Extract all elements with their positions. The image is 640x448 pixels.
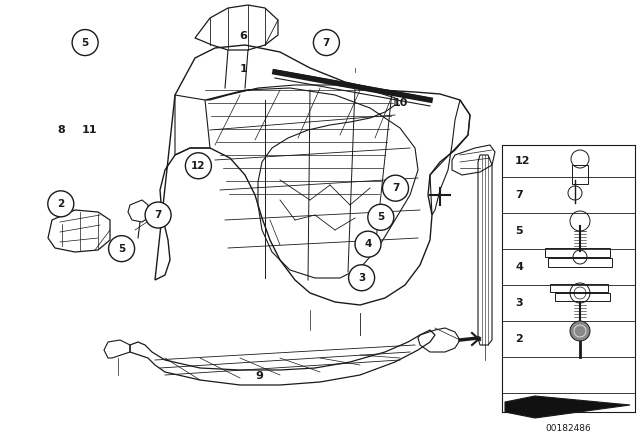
Text: 5: 5	[81, 38, 89, 47]
Circle shape	[145, 202, 171, 228]
Text: 3: 3	[515, 298, 523, 308]
Text: 6: 6	[239, 31, 247, 41]
Text: 7: 7	[392, 183, 399, 193]
Text: 12: 12	[191, 161, 205, 171]
Circle shape	[109, 236, 134, 262]
Circle shape	[383, 175, 408, 201]
Text: 7: 7	[515, 190, 523, 200]
Text: 5: 5	[377, 212, 385, 222]
Circle shape	[186, 153, 211, 179]
Circle shape	[72, 30, 98, 56]
Circle shape	[355, 231, 381, 257]
Circle shape	[48, 191, 74, 217]
Circle shape	[349, 265, 374, 291]
Circle shape	[368, 204, 394, 230]
Text: 10: 10	[392, 98, 408, 108]
Text: 2: 2	[515, 334, 523, 344]
Circle shape	[570, 321, 590, 341]
Text: 8: 8	[57, 125, 65, 135]
Text: 5: 5	[515, 226, 523, 236]
Text: 1: 1	[239, 65, 247, 74]
Text: 11: 11	[82, 125, 97, 135]
Text: 2: 2	[57, 199, 65, 209]
Polygon shape	[505, 396, 630, 418]
Text: 7: 7	[323, 38, 330, 47]
Text: 5: 5	[118, 244, 125, 254]
Text: 9: 9	[255, 371, 263, 381]
Circle shape	[314, 30, 339, 56]
Text: 4: 4	[364, 239, 372, 249]
Text: 7: 7	[154, 210, 162, 220]
Text: 12: 12	[515, 156, 531, 166]
Text: 00182486: 00182486	[545, 423, 591, 432]
Text: 4: 4	[515, 262, 523, 272]
Text: 3: 3	[358, 273, 365, 283]
